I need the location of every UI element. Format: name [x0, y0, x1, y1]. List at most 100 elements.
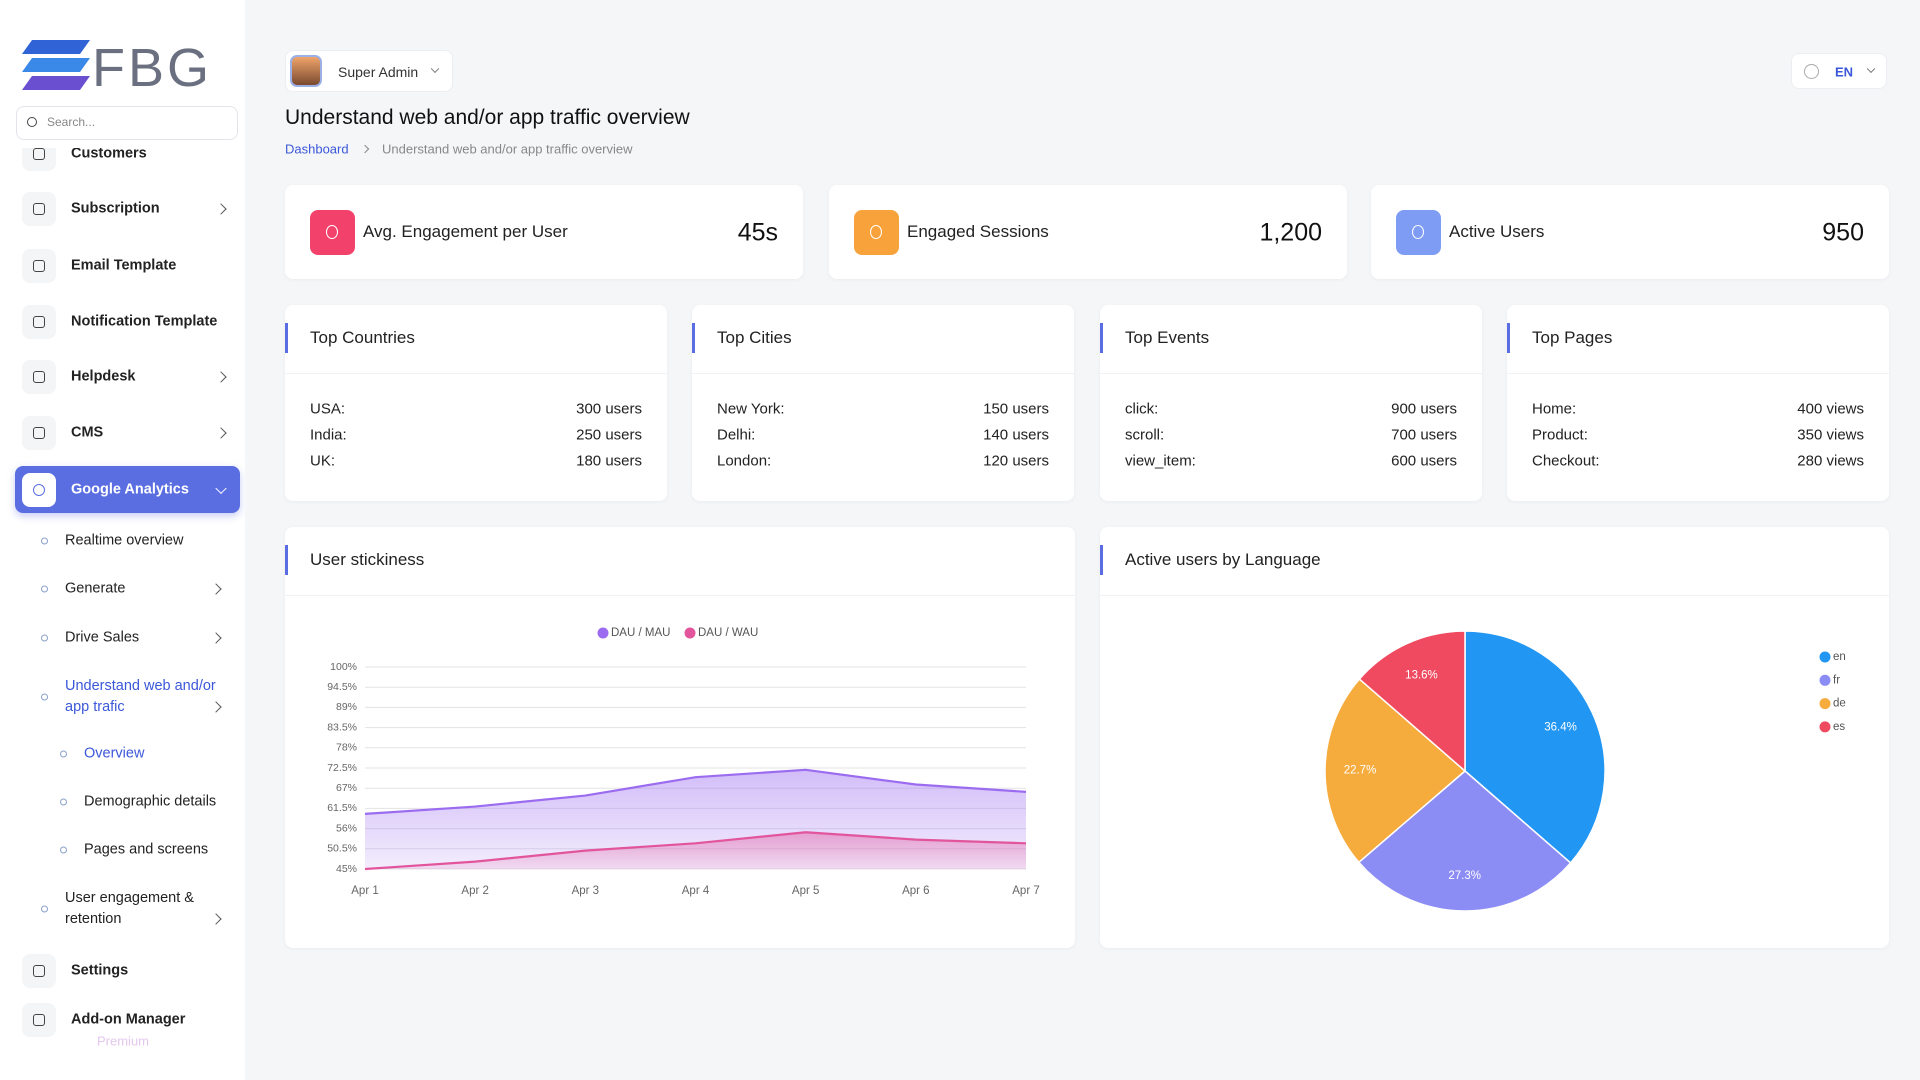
menu-label: Helpdesk — [71, 368, 136, 385]
pie-slice — [1324, 678, 1467, 864]
menu-label: Demographic details — [84, 793, 217, 810]
card-divider — [692, 373, 1074, 374]
card-accent — [1507, 323, 1510, 353]
slice-label: 27.3% — [1448, 870, 1481, 882]
y-tick-label: 78% — [336, 742, 357, 754]
list-value: 300 users — [576, 400, 642, 418]
list-key: New York: — [717, 400, 785, 418]
list-value: 400 views — [1797, 400, 1864, 418]
y-tick-label: 50.5% — [327, 843, 357, 855]
area — [365, 832, 1026, 869]
y-tick-label: 61.5% — [327, 802, 357, 814]
user-avatar — [290, 55, 322, 87]
card-accent — [1100, 545, 1103, 575]
list-key: Home: — [1532, 400, 1577, 418]
stat-value: 45s — [737, 218, 778, 247]
logo-stripe — [22, 76, 90, 90]
menu-icon-glyph — [33, 965, 45, 977]
y-tick-label: 72.5% — [327, 762, 357, 774]
menu-label: Google Analytics — [71, 481, 189, 498]
y-tick-label: 83.5% — [327, 721, 357, 733]
menu-icon — [22, 954, 56, 988]
legend-label: en — [1833, 651, 1846, 663]
menu-icon — [22, 360, 56, 394]
legend-swatch — [1819, 698, 1831, 710]
y-tick-label: 45% — [336, 863, 357, 875]
stat-value: 1,200 — [1259, 218, 1322, 247]
pie-slice — [1464, 630, 1606, 864]
chart-title: User stickiness — [310, 550, 425, 569]
menu-label: Settings — [71, 962, 129, 979]
y-tick-label: 89% — [336, 701, 357, 713]
card-accent — [285, 323, 288, 353]
list-value: 120 users — [983, 452, 1049, 470]
menu-dot — [41, 905, 48, 913]
list-value: 350 views — [1797, 426, 1864, 444]
list-key: Product: — [1532, 426, 1588, 444]
card-accent — [1100, 323, 1103, 353]
x-tick-label: Apr 6 — [902, 885, 930, 897]
menu-dot — [41, 585, 48, 593]
legend-swatch — [684, 627, 696, 639]
x-tick-label: Apr 2 — [461, 885, 489, 897]
search-box[interactable]: Search... — [16, 106, 238, 140]
legend-label: DAU / MAU — [611, 627, 670, 639]
list-value: 280 views — [1797, 452, 1864, 470]
language-select[interactable]: EN — [1791, 53, 1887, 89]
x-tick-label: Apr 5 — [792, 885, 820, 897]
legend-label: de — [1833, 698, 1846, 710]
list-card: Top Countries USA: 300 users India: 250 user… — [285, 305, 667, 501]
card-divider — [285, 373, 667, 374]
list-card: Top Cities New York: 150 users Delhi: 140 us… — [692, 305, 1074, 501]
stat-card: Avg. Engagement per User 45s — [285, 185, 803, 279]
breadcrumb-link[interactable]: Dashboard — [285, 141, 349, 157]
legend-label: fr — [1833, 674, 1840, 686]
list-card: Top Pages Home: 400 views Product: 350 views… — [1507, 305, 1889, 501]
globe-icon — [1804, 64, 1819, 79]
user-chevron — [430, 64, 440, 74]
menu-icon — [22, 192, 56, 226]
legend-label: DAU / WAU — [698, 627, 758, 639]
menu-icon-glyph — [33, 203, 45, 215]
user-menu[interactable]: Super Admin — [285, 50, 453, 92]
menu-dot — [41, 634, 48, 642]
card-divider — [285, 595, 1075, 596]
x-tick-label: Apr 7 — [1012, 885, 1040, 897]
menu-icon — [22, 473, 56, 507]
breadcrumb-current: Understand web and/or app traffic overvi… — [382, 141, 633, 157]
menu-label: Generate — [65, 580, 126, 597]
chart-card: User stickiness 100% 94.5% 89% 83.5% 78% 72.5%… — [285, 527, 1075, 948]
list-card: Top Events click: 900 users scroll: 700 user… — [1100, 305, 1482, 501]
list-value: 180 users — [576, 452, 642, 470]
logo-mark — [22, 40, 90, 90]
list-value: 140 users — [983, 426, 1049, 444]
menu-label: Understand web and/or app trafic — [65, 678, 216, 715]
search-icon — [27, 117, 37, 127]
legend-label: es — [1833, 721, 1845, 733]
list-value: 600 users — [1391, 452, 1457, 470]
menu-label: Overview — [84, 745, 145, 762]
x-tick-label: Apr 3 — [572, 885, 600, 897]
menu-dot — [41, 537, 48, 545]
menu-dot — [60, 846, 67, 854]
y-tick-label: 67% — [336, 782, 357, 794]
menu-icon — [22, 305, 56, 339]
chart: 100% 94.5% 89% 83.5% 78% 72.5% 67% 61.5% 56% 50.5… — [327, 627, 1040, 897]
breadcrumb-sep — [360, 144, 370, 154]
y-tick-label: 100% — [330, 661, 357, 673]
stat-label: Engaged Sessions — [907, 222, 1049, 241]
menu-icon-glyph — [33, 1014, 45, 1026]
menu-dot — [60, 798, 67, 806]
slice-label: 22.7% — [1344, 765, 1377, 777]
logo-stripe — [22, 58, 90, 72]
slice-label: 13.6% — [1405, 669, 1438, 681]
stat-value: 950 — [1822, 218, 1864, 247]
chart: 36.4% 27.3% 22.7% 13.6% en fr de es — [1324, 630, 1846, 912]
menu-label: CMS — [71, 424, 104, 441]
page-title: Understand web and/or app traffic overvi… — [285, 106, 690, 129]
stat-label: Avg. Engagement per User — [363, 222, 568, 241]
menu-icon — [22, 1003, 56, 1037]
list-value: 250 users — [576, 426, 642, 444]
search-placeholder: Search... — [47, 115, 96, 129]
